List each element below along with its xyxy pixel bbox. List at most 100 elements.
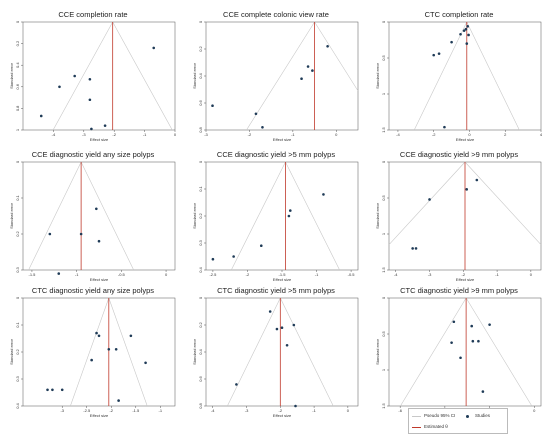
x-tick-label: -4 bbox=[52, 132, 56, 137]
legend-label: Pseudo 95% CI bbox=[424, 413, 456, 418]
ci-line-right bbox=[108, 297, 148, 407]
x-tick-label: -3 bbox=[82, 132, 86, 137]
study-point bbox=[46, 388, 49, 392]
ci-line-left bbox=[28, 161, 82, 271]
ci-line-left bbox=[52, 21, 113, 131]
study-point bbox=[114, 348, 118, 351]
study-point bbox=[95, 331, 98, 335]
legend-line-swatch bbox=[412, 427, 421, 428]
study-point bbox=[88, 98, 92, 102]
x-tick-label: -1 bbox=[495, 272, 499, 277]
chart-title: CCE diagnostic yield >5 mm polyps bbox=[216, 150, 336, 159]
study-point bbox=[459, 32, 462, 36]
y-tick-label: 0 bbox=[381, 296, 386, 299]
y-tick-label: 0.6 bbox=[15, 83, 20, 89]
y-axis-label: Standard error bbox=[375, 62, 380, 88]
plot-frame bbox=[205, 161, 359, 271]
ci-line-right bbox=[314, 21, 359, 92]
study-point bbox=[144, 361, 147, 365]
chart-title: CCE diagnostic yield >9 mm polyps bbox=[399, 150, 519, 159]
x-tick-label: -2 bbox=[432, 132, 436, 137]
x-tick-label: -4 bbox=[396, 132, 400, 137]
study-point bbox=[129, 334, 133, 338]
legend-dot-swatch bbox=[466, 414, 469, 418]
x-tick-label: -2 bbox=[248, 132, 252, 137]
ci-line-left bbox=[70, 297, 110, 407]
x-axis-label: Effect size bbox=[90, 277, 109, 282]
study-point bbox=[306, 65, 310, 68]
y-axis-label: Standard error bbox=[192, 62, 197, 88]
study-point bbox=[90, 127, 93, 131]
x-tick-label: -3 bbox=[245, 408, 249, 413]
study-point bbox=[477, 339, 480, 343]
study-point bbox=[300, 77, 303, 80]
x-tick-label: -1.5 bbox=[132, 408, 140, 413]
y-tick-label: 0 bbox=[15, 160, 20, 163]
x-tick-label: -4 bbox=[394, 272, 398, 277]
x-tick-label: -0.5 bbox=[118, 272, 126, 277]
study-point bbox=[326, 45, 329, 48]
x-tick-label: -1 bbox=[291, 132, 295, 137]
plot-frame bbox=[22, 161, 176, 271]
study-point bbox=[294, 404, 297, 408]
y-tick-label: 0.2 bbox=[198, 45, 203, 51]
plot-area: -3 -2.5 -2 -1.5 -1 0 0.1 0.2 0.3 0.4 Effect size St… bbox=[9, 296, 176, 418]
funnel-plot-1: CCE completion rate -4 -3 -2 -1 0 0 0.2 0.4 0.6 0.… bbox=[3, 8, 183, 148]
ci-line-right bbox=[465, 297, 533, 407]
x-tick-label: -4 bbox=[211, 408, 215, 413]
study-point bbox=[48, 232, 52, 236]
y-tick-label: 0.2 bbox=[198, 321, 203, 327]
y-tick-label: 1.5 bbox=[381, 402, 386, 408]
study-point bbox=[432, 53, 436, 57]
ci-line-right bbox=[112, 21, 173, 131]
x-tick-label: -1 bbox=[159, 408, 163, 413]
study-point bbox=[88, 77, 92, 81]
study-point bbox=[232, 255, 235, 258]
study-point bbox=[39, 114, 43, 118]
y-tick-label: 0 bbox=[198, 20, 203, 23]
study-point bbox=[470, 324, 474, 328]
x-tick-label: 0 bbox=[530, 272, 533, 277]
x-tick-label: -1.5 bbox=[28, 272, 36, 277]
ci-line-left bbox=[227, 297, 281, 407]
study-point bbox=[254, 112, 258, 116]
x-tick-label: -1 bbox=[143, 132, 147, 137]
study-point bbox=[97, 239, 101, 243]
study-point bbox=[475, 178, 479, 182]
study-point bbox=[465, 188, 468, 191]
x-axis-label: Effect size bbox=[273, 137, 292, 142]
study-point bbox=[211, 257, 215, 261]
y-tick-label: 0.8 bbox=[198, 126, 203, 132]
y-tick-label: 0.5 bbox=[381, 194, 386, 200]
study-point bbox=[90, 358, 93, 362]
funnel-plot-6: CCE diagnostic yield >9 mm polyps -4 -3 -2-… bbox=[369, 148, 549, 288]
study-point bbox=[107, 348, 111, 351]
study-point bbox=[57, 272, 61, 275]
y-tick-label: 0.5 bbox=[381, 330, 386, 336]
funnel-plot-3: CTC completion rate -4 -2 0 2 4 0 0.5 1 1.5 Effect… bbox=[369, 8, 549, 148]
study-point bbox=[287, 214, 291, 218]
study-point bbox=[459, 356, 462, 360]
x-tick-label: 4 bbox=[540, 132, 543, 137]
study-point bbox=[285, 343, 289, 347]
plot-frame bbox=[205, 21, 359, 131]
study-point bbox=[58, 85, 61, 89]
x-tick-label: 0 bbox=[335, 132, 338, 137]
x-tick-label: -2 bbox=[246, 272, 250, 277]
study-point bbox=[268, 310, 272, 313]
x-tick-label: 0 bbox=[347, 408, 350, 413]
funnel-plot-5: CCE diagnostic yield >5 mm polyps -2.5 -2-… bbox=[186, 148, 366, 288]
plot-frame bbox=[22, 21, 176, 131]
ci-line-right bbox=[285, 161, 340, 271]
x-axis-label: Effect size bbox=[273, 277, 292, 282]
x-tick-label: 0 bbox=[468, 132, 471, 137]
y-tick-label: 0 bbox=[381, 20, 386, 23]
chart-title: CCE diagnostic yield any size polyps bbox=[31, 150, 155, 159]
legend-line-swatch bbox=[412, 416, 421, 417]
y-tick-label: 0.4 bbox=[198, 266, 203, 272]
plot-frame bbox=[388, 21, 542, 131]
ci-line-left bbox=[246, 21, 315, 131]
ci-line-right bbox=[80, 161, 134, 271]
y-tick-label: 0 bbox=[198, 296, 203, 299]
study-point bbox=[60, 388, 64, 392]
